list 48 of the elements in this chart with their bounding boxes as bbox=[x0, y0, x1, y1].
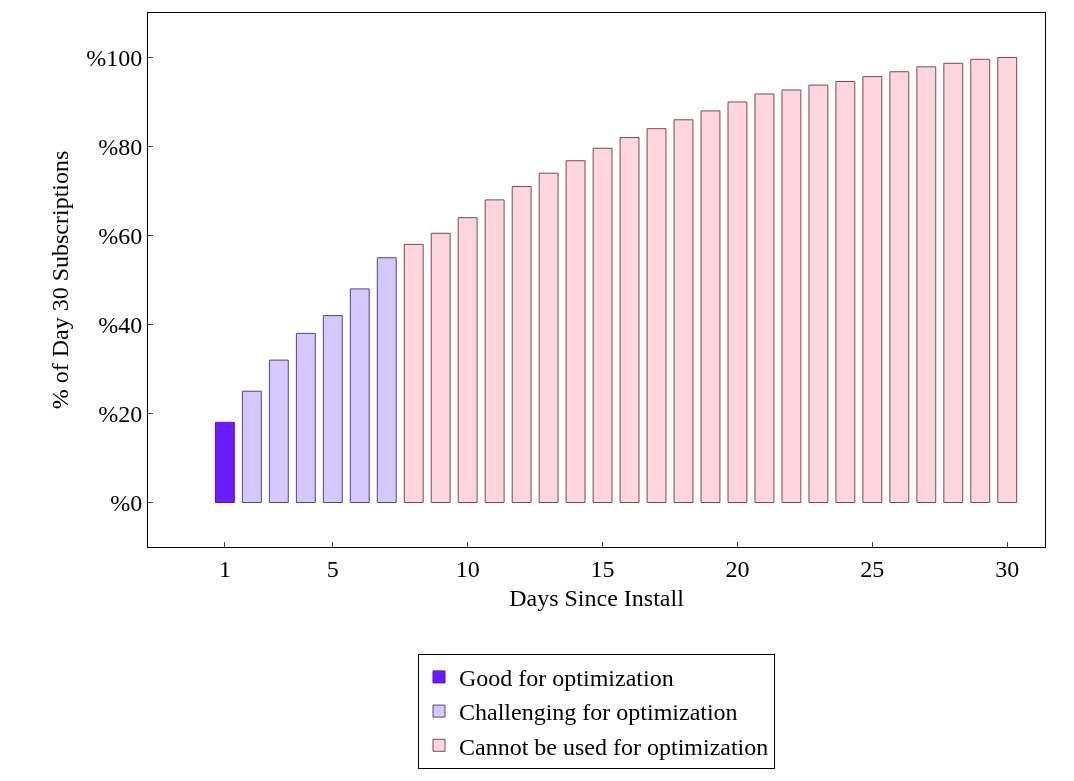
bar bbox=[322, 315, 343, 503]
bar bbox=[214, 421, 235, 503]
bar bbox=[862, 76, 883, 503]
x-axis-title: Days Since Install bbox=[509, 585, 685, 612]
bar bbox=[835, 81, 856, 503]
x-tick-label: 1 bbox=[218, 555, 231, 582]
bar bbox=[727, 101, 748, 503]
bar bbox=[781, 89, 802, 503]
y-tick-label: %80 bbox=[98, 133, 143, 160]
y-tick-label: %60 bbox=[98, 222, 143, 249]
y-tick-label: %100 bbox=[86, 44, 143, 71]
bar bbox=[241, 390, 262, 503]
x-tick-label: 30 bbox=[995, 555, 1020, 582]
bar bbox=[511, 186, 532, 503]
x-tick-label: 25 bbox=[860, 555, 885, 582]
x-tick-label: 15 bbox=[590, 555, 615, 582]
bar bbox=[457, 217, 478, 503]
y-tick-label: %40 bbox=[98, 311, 143, 338]
legend-label: Challenging for optimization bbox=[459, 699, 738, 726]
bar bbox=[700, 110, 721, 503]
legend-label: Cannot be used for optimization bbox=[459, 733, 769, 760]
bar bbox=[619, 137, 640, 503]
legend-label: Good for optimization bbox=[459, 665, 674, 692]
bar bbox=[754, 93, 775, 503]
bar bbox=[592, 147, 613, 503]
bar bbox=[970, 58, 991, 503]
bar bbox=[268, 359, 289, 503]
bar bbox=[997, 57, 1018, 503]
bar bbox=[916, 66, 937, 503]
bar bbox=[349, 288, 370, 503]
y-axis-title: % of Day 30 Subscriptions bbox=[47, 150, 74, 410]
bar bbox=[565, 160, 586, 503]
bar bbox=[673, 119, 694, 503]
bar bbox=[646, 128, 667, 503]
y-tick-label: %20 bbox=[98, 400, 143, 427]
bar bbox=[538, 172, 559, 503]
bar bbox=[295, 332, 316, 503]
bar bbox=[376, 257, 397, 503]
bar bbox=[403, 243, 424, 503]
y-tick-label: %0 bbox=[110, 489, 143, 516]
bar bbox=[484, 199, 505, 503]
bar bbox=[430, 232, 451, 503]
bar bbox=[889, 71, 910, 503]
x-tick-label: 20 bbox=[725, 555, 750, 582]
x-tick-label: 10 bbox=[455, 555, 480, 582]
bar bbox=[943, 62, 964, 503]
x-tick-label: 5 bbox=[326, 555, 339, 582]
bar bbox=[808, 84, 829, 503]
